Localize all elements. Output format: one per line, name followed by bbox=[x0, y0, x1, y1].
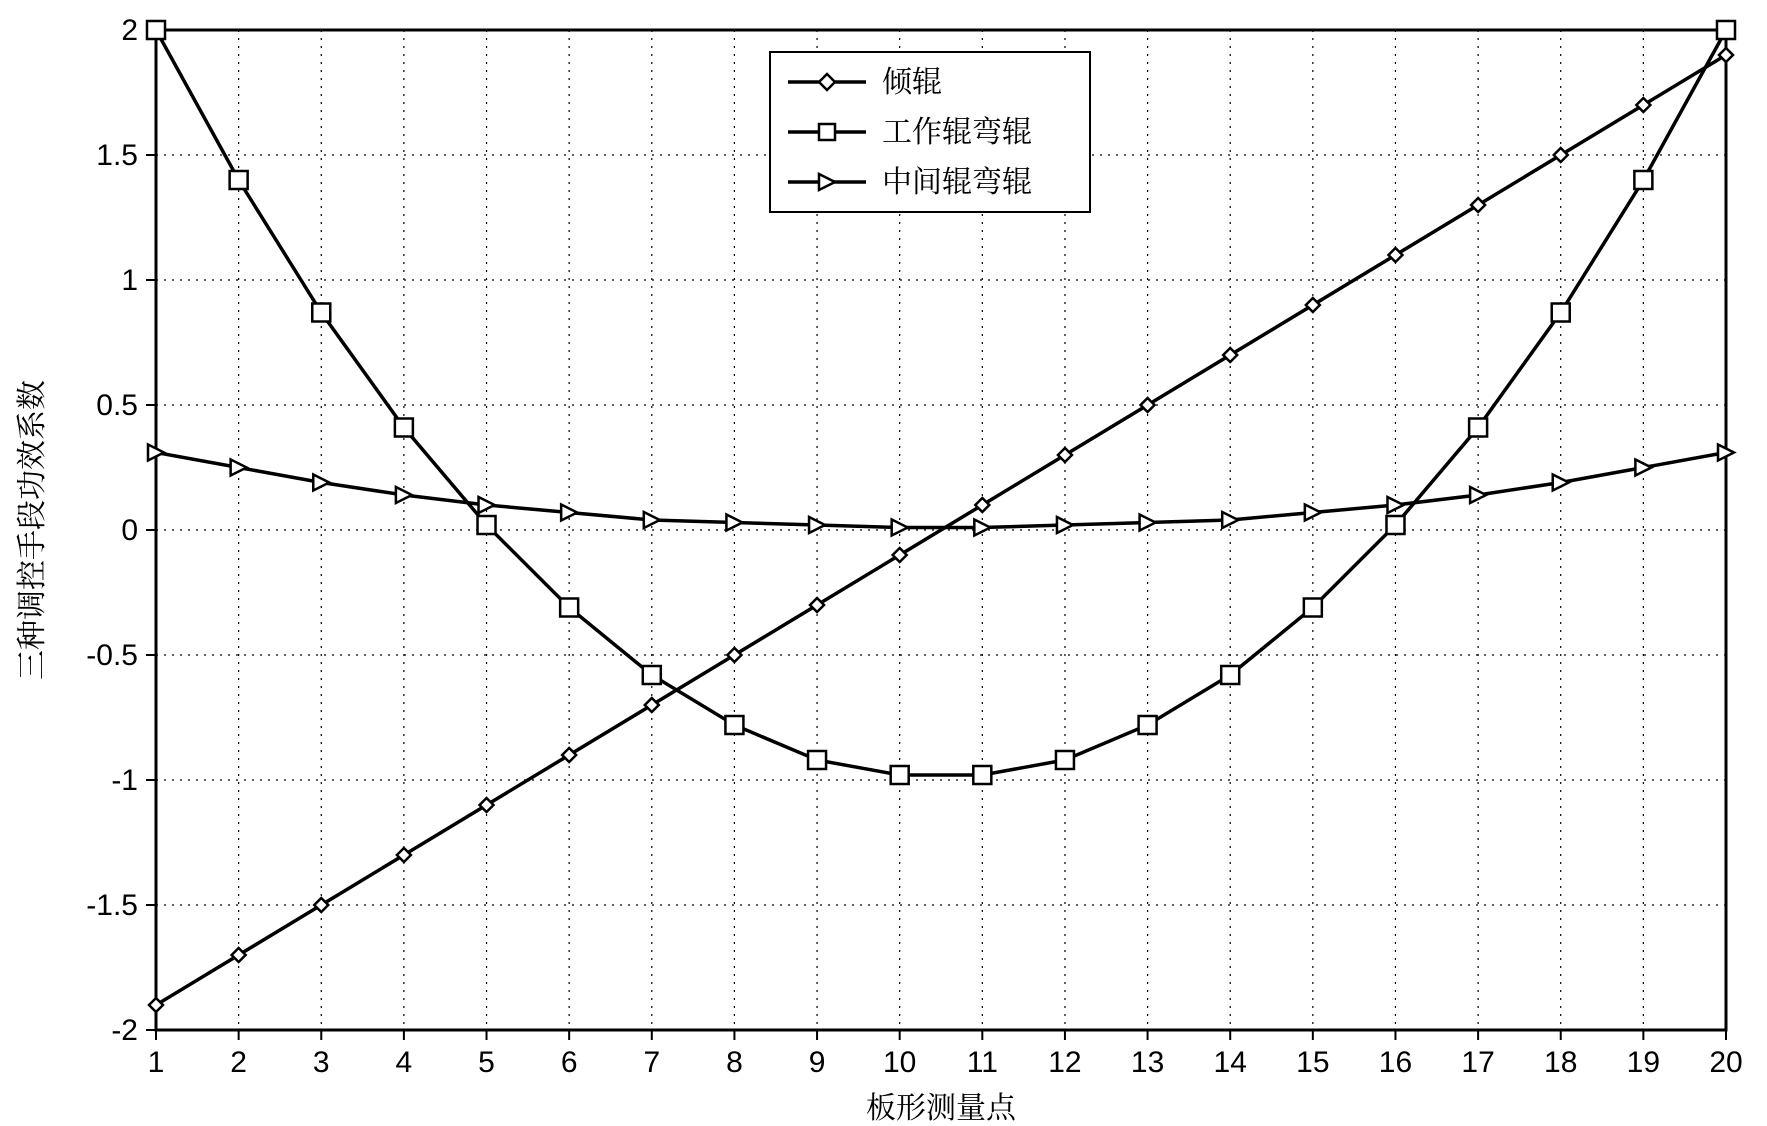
x-tick-label: 11 bbox=[967, 1046, 998, 1079]
x-tick-label: 20 bbox=[1709, 1046, 1742, 1079]
legend-label: 工作辊弯辊 bbox=[882, 107, 1032, 151]
x-tick-label: 8 bbox=[726, 1046, 743, 1079]
x-axis-label: 板形测量点 bbox=[866, 1083, 1017, 1126]
x-tick-label: 2 bbox=[230, 1046, 247, 1079]
y-tick-label: 0.5 bbox=[96, 389, 138, 422]
x-tick-label: 10 bbox=[883, 1046, 916, 1079]
y-tick-label: -2 bbox=[111, 1014, 138, 1047]
x-tick-label: 6 bbox=[561, 1046, 578, 1079]
y-tick-label: 1 bbox=[121, 264, 138, 297]
legend-label: 倾辊 bbox=[882, 57, 942, 101]
chart-container: 1234567891011121314151617181920-2-1.5-1-… bbox=[0, 0, 1767, 1126]
y-tick-label: -1 bbox=[111, 764, 138, 797]
x-tick-label: 17 bbox=[1461, 1046, 1494, 1079]
x-tick-label: 15 bbox=[1296, 1046, 1329, 1079]
x-tick-label: 19 bbox=[1627, 1046, 1660, 1079]
x-tick-label: 1 bbox=[148, 1046, 165, 1079]
y-tick-label: 2 bbox=[121, 14, 138, 47]
y-tick-label: 0 bbox=[121, 514, 138, 547]
x-tick-label: 4 bbox=[396, 1046, 413, 1079]
x-tick-label: 5 bbox=[478, 1046, 495, 1079]
x-tick-label: 18 bbox=[1544, 1046, 1577, 1079]
x-tick-label: 3 bbox=[313, 1046, 330, 1079]
x-tick-label: 12 bbox=[1048, 1046, 1081, 1079]
y-tick-label: 1.5 bbox=[96, 139, 138, 172]
y-tick-label: -1.5 bbox=[86, 889, 138, 922]
chart-svg: 1234567891011121314151617181920-2-1.5-1-… bbox=[0, 0, 1767, 1126]
x-tick-label: 9 bbox=[809, 1046, 826, 1079]
y-axis-label: 三种调控手段功效系数 bbox=[7, 380, 51, 680]
x-tick-label: 14 bbox=[1214, 1046, 1247, 1079]
x-tick-label: 16 bbox=[1379, 1046, 1412, 1079]
legend: 倾辊工作辊弯辊中间辊弯辊 bbox=[770, 52, 1090, 212]
x-tick-label: 13 bbox=[1131, 1046, 1164, 1079]
y-tick-label: -0.5 bbox=[86, 639, 138, 672]
legend-label: 中间辊弯辊 bbox=[882, 157, 1032, 201]
x-tick-label: 7 bbox=[643, 1046, 660, 1079]
